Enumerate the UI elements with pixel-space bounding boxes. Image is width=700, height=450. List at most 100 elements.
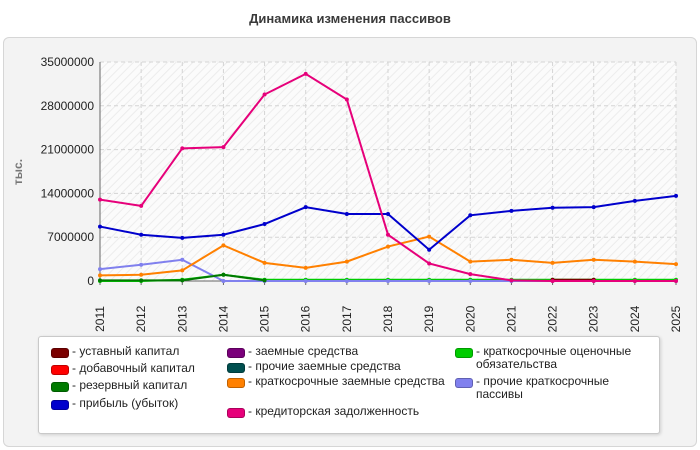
legend-item[interactable]: - добавочный капитал <box>51 362 221 375</box>
data-point <box>221 145 226 150</box>
data-point <box>180 235 185 240</box>
x-tick-label: 2018 <box>381 305 395 332</box>
x-tick-label: 2012 <box>134 305 148 332</box>
legend-label: - краткосрочные оценочные обязательства <box>476 344 632 371</box>
data-point <box>262 260 267 265</box>
x-tick-label: 2014 <box>216 305 230 332</box>
data-point <box>221 243 226 248</box>
legend-swatch <box>51 365 69 375</box>
legend-swatch <box>51 348 69 358</box>
legend-item[interactable]: - резервный капитал <box>51 379 221 392</box>
data-point <box>344 97 349 102</box>
data-point <box>180 257 185 262</box>
x-tick-label: 2016 <box>299 305 313 332</box>
data-point <box>303 265 308 270</box>
x-tick-label: 2017 <box>340 305 354 332</box>
data-point <box>386 244 390 249</box>
data-point <box>303 279 308 283</box>
data-point <box>386 279 390 283</box>
legend-swatch <box>51 400 69 410</box>
data-point <box>591 257 596 262</box>
data-point <box>139 203 144 208</box>
data-point <box>139 278 144 283</box>
data-point <box>139 262 144 267</box>
data-point <box>550 205 555 210</box>
legend-item[interactable]: - краткосрочные оценочные обязательства <box>455 345 650 371</box>
data-point <box>509 208 514 213</box>
data-point <box>468 272 473 277</box>
series-7 <box>98 71 678 283</box>
x-tick-label: 2011 <box>93 306 107 332</box>
data-point <box>221 232 226 237</box>
data-point <box>550 279 555 283</box>
data-point <box>262 278 267 283</box>
legend-swatch <box>51 382 69 392</box>
legend: - уставный капитал - добавочный капитал - … <box>38 336 660 434</box>
data-point <box>98 197 102 202</box>
data-point <box>98 267 102 272</box>
x-tick-label: 2024 <box>628 305 642 332</box>
legend-swatch <box>227 408 245 418</box>
y-tick-label: 0 <box>87 274 94 288</box>
data-point <box>632 279 637 283</box>
legend-item[interactable]: - прочие заемные средства <box>227 360 447 373</box>
x-tick-label: 2022 <box>546 305 560 332</box>
legend-item[interactable]: - краткосрочные заемные средства <box>227 375 447 388</box>
legend-swatch <box>455 378 473 388</box>
data-point <box>221 272 226 277</box>
y-axis-label: тыс. <box>11 159 25 185</box>
series-6 <box>98 234 678 278</box>
x-tick-label: 2015 <box>258 305 272 332</box>
legend-item[interactable]: - заемные средства <box>227 345 447 358</box>
y-tick-label: 35000000 <box>41 55 95 69</box>
data-point <box>427 279 432 283</box>
legend-swatch <box>227 363 245 373</box>
data-point <box>674 193 678 198</box>
data-point <box>550 260 555 265</box>
x-tick-label: 2013 <box>175 305 189 332</box>
legend-item[interactable]: - прибыль (убыток) <box>51 397 221 410</box>
legend-label: - заемные средства <box>248 344 359 358</box>
data-point <box>591 279 596 283</box>
legend-label: - краткосрочные заемные средства <box>248 374 445 388</box>
legend-swatch <box>227 348 245 358</box>
legend-label: - прочие краткосрочные пассивы <box>476 374 610 401</box>
data-point <box>468 279 473 283</box>
x-tick-label: 2023 <box>587 305 601 332</box>
x-tick-label: 2025 <box>669 305 683 332</box>
data-point <box>139 232 144 237</box>
legend-item[interactable]: - уставный капитал <box>51 345 221 358</box>
legend-label: - прибыль (убыток) <box>72 396 179 410</box>
legend-item[interactable]: - прочие краткосрочные пассивы <box>455 375 650 401</box>
data-point <box>344 259 349 264</box>
series-2 <box>98 272 267 283</box>
x-tick-label: 2019 <box>422 305 436 332</box>
data-point <box>468 213 473 218</box>
y-tick-label: 7000000 <box>47 230 94 244</box>
legend-swatch <box>227 378 245 388</box>
data-point <box>303 71 308 76</box>
data-point <box>674 279 678 283</box>
data-point <box>344 279 349 283</box>
data-point <box>509 278 514 283</box>
x-tick-label: 2021 <box>504 305 518 332</box>
data-point <box>427 261 432 266</box>
data-point <box>344 212 349 217</box>
data-point <box>427 247 432 252</box>
data-point <box>468 259 473 264</box>
data-point <box>674 262 678 267</box>
legend-label: - прочие заемные средства <box>248 359 401 373</box>
data-point <box>632 198 637 203</box>
legend-swatch <box>455 348 473 358</box>
data-point <box>98 273 102 278</box>
data-point <box>632 259 637 264</box>
y-tick-label: 21000000 <box>41 143 95 157</box>
data-point <box>303 205 308 210</box>
data-point <box>427 234 432 239</box>
data-point <box>180 278 185 283</box>
data-point <box>98 278 102 283</box>
data-point <box>221 279 226 283</box>
legend-item[interactable]: - кредиторская задолженность <box>227 405 447 418</box>
data-point <box>262 92 267 97</box>
data-point <box>180 146 185 151</box>
